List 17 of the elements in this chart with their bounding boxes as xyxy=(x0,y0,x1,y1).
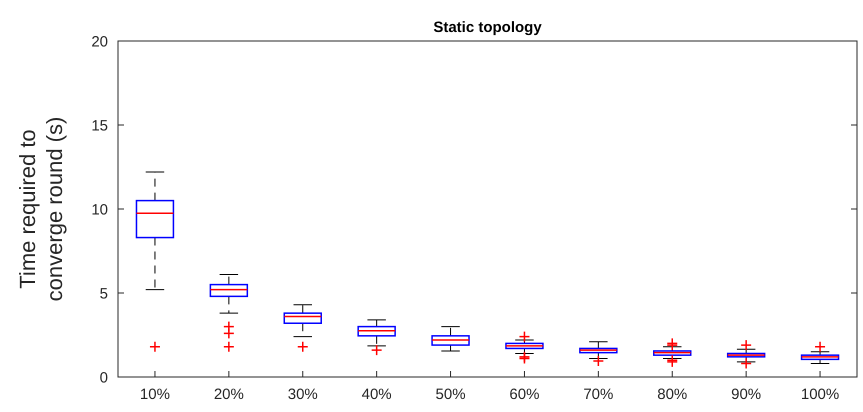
x-tick-label: 50% xyxy=(436,386,466,403)
x-tick-label: 40% xyxy=(362,386,392,403)
x-tick-label: 60% xyxy=(509,386,540,403)
x-tick-label: 10% xyxy=(140,386,170,403)
x-tick-label: 90% xyxy=(731,386,762,403)
x-tick-label: 70% xyxy=(583,386,614,403)
x-tick-label: 80% xyxy=(657,386,688,403)
x-tick-label: 30% xyxy=(288,386,318,403)
y-tick-label: 5 xyxy=(100,285,108,302)
chart-title: Static topology xyxy=(433,19,542,36)
y-tick-label: 15 xyxy=(91,117,108,134)
y-axis-title: Time required to converge round (s) xyxy=(15,116,67,302)
x-tick-label: 100% xyxy=(800,386,840,403)
y-tick-label: 20 xyxy=(91,33,108,50)
y-tick-label: 0 xyxy=(100,369,108,386)
y-tick-label: 10 xyxy=(91,201,108,218)
x-tick-label: 20% xyxy=(214,386,244,403)
